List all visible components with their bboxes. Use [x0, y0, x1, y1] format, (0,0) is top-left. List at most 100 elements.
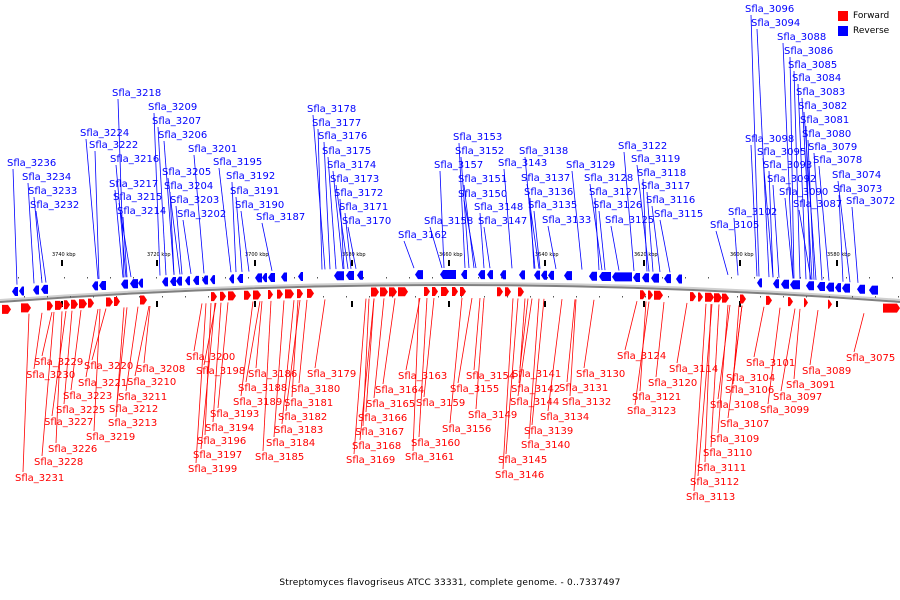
forward-leader-line — [693, 303, 707, 492]
forward-gene-arrow — [740, 294, 746, 304]
reverse-gene-arrow — [237, 274, 243, 284]
tick-label: 3700 kbp — [245, 252, 269, 258]
reverse-gene-arrow — [298, 272, 303, 282]
reverse-gene-arrow — [817, 281, 825, 291]
reverse-gene-arrow — [651, 273, 659, 283]
forward-leader-line — [547, 299, 563, 412]
gene-label-reverse: Sfla_3137 — [521, 173, 570, 184]
ruler-dot — [386, 277, 387, 279]
genome-caption: Streptomyces flavogriseus ATCC 33331, co… — [279, 578, 621, 588]
forward-leader-line — [853, 313, 865, 353]
ruler-dot — [294, 277, 295, 279]
reverse-leader-line — [460, 156, 470, 269]
ruler-dot — [93, 296, 94, 298]
ruler-dot — [461, 296, 462, 298]
forward-gene-arrow — [883, 303, 900, 313]
gene-label-reverse: Sfla_3133 — [542, 215, 591, 226]
reverse-gene-arrow — [461, 270, 467, 280]
gene-label-forward: Sfla_3123 — [627, 406, 676, 417]
reverse-gene-arrow — [262, 273, 267, 283]
gene-label-reverse: Sfla_3191 — [230, 186, 279, 197]
gene-label-forward: Sfla_3229 — [34, 357, 83, 368]
gene-label-reverse: Sfla_3215 — [113, 192, 162, 203]
reverse-gene-arrow — [612, 272, 632, 282]
reverse-gene-arrow — [346, 270, 354, 280]
gene-label-forward: Sfla_3184 — [266, 438, 315, 449]
reverse-leader-line — [750, 14, 760, 277]
gene-label-reverse: Sfla_3206 — [158, 130, 207, 141]
forward-leader-line — [125, 306, 139, 392]
gene-label-reverse: Sfla_3173 — [330, 174, 379, 185]
gene-label-reverse: Sfla_3171 — [339, 202, 388, 213]
gene-label-reverse: Sfla_3190 — [235, 200, 284, 211]
reverse-leader-line — [347, 226, 357, 269]
forward-gene-arrow — [432, 287, 438, 297]
forward-gene-arrow — [79, 299, 87, 309]
ruler-dot — [806, 296, 807, 298]
ruler-dot — [70, 296, 71, 298]
forward-leader-line — [273, 300, 285, 438]
ruler-dot — [110, 277, 111, 279]
reverse-gene-arrow — [842, 283, 850, 293]
ruler-dot — [392, 296, 393, 298]
gene-label-reverse: Sfla_3118 — [637, 168, 686, 179]
tick-mark — [254, 260, 256, 266]
gene-label-reverse: Sfla_3162 — [398, 230, 447, 241]
reverse-leader-line — [733, 217, 739, 276]
gene-label-reverse: Sfla_3080 — [802, 129, 851, 140]
forward-gene-arrow — [424, 287, 430, 297]
gene-label-forward: Sfla_3182 — [278, 412, 327, 423]
reverse-leader-line — [642, 178, 648, 272]
gene-label-forward: Sfla_3097 — [773, 392, 822, 403]
ruler-dot — [662, 277, 663, 279]
reverse-gene-arrow — [500, 270, 506, 280]
gene-label-reverse: Sfla_3195 — [213, 157, 262, 168]
gene-label-reverse: Sfla_3092 — [767, 174, 816, 185]
forward-leader-line — [195, 303, 207, 464]
gene-label-forward: Sfla_3183 — [274, 425, 323, 436]
gene-label-reverse: Sfla_3102 — [728, 207, 777, 218]
forward-leader-line — [204, 303, 212, 436]
forward-gene-arrow — [71, 299, 78, 309]
reverse-leader-line — [772, 184, 780, 278]
reverse-leader-line — [805, 125, 811, 280]
gene-label-reverse: Sfla_3084 — [792, 73, 841, 84]
reverse-leader-line — [339, 198, 345, 270]
gene-label-forward: Sfla_3120 — [648, 378, 697, 389]
ruler-dot — [599, 296, 600, 298]
forward-leader-line — [55, 311, 63, 444]
forward-gene-arrow — [497, 287, 503, 297]
reverse-gene-arrow — [138, 278, 143, 288]
forward-leader-line — [51, 311, 67, 417]
tick-mark — [351, 260, 353, 266]
reverse-leader-line — [715, 230, 729, 275]
forward-leader-line — [255, 301, 263, 369]
gene-label-reverse: Sfla_3192 — [226, 171, 275, 182]
forward-leader-line — [291, 300, 299, 398]
gene-label-forward: Sfla_3109 — [710, 434, 759, 445]
gene-label-reverse: Sfla_3138 — [519, 146, 568, 157]
gene-label-forward: Sfla_3121 — [632, 392, 681, 403]
gene-label-forward: Sfla_3149 — [468, 410, 517, 421]
reverse-leader-line — [547, 225, 557, 270]
gene-label-forward: Sfla_3168 — [352, 441, 401, 452]
gene-label-forward: Sfla_3166 — [358, 413, 407, 424]
forward-leader-line — [655, 302, 665, 378]
ruler-dot — [415, 296, 416, 298]
reverse-gene-arrow — [599, 271, 611, 281]
forward-leader-line — [373, 298, 385, 399]
ruler-dot — [777, 277, 778, 279]
gene-label-forward: Sfla_3099 — [760, 405, 809, 416]
ruler-dot — [731, 277, 732, 279]
reverse-gene-arrow — [773, 279, 779, 289]
reverse-leader-line — [807, 139, 815, 280]
gene-label-reverse: Sfla_3117 — [641, 181, 690, 192]
gene-label-forward: Sfla_3132 — [562, 397, 611, 408]
reverse-gene-arrow — [440, 270, 456, 280]
reverse-gene-arrow — [564, 271, 572, 281]
reverse-leader-line — [762, 157, 774, 278]
reverse-gene-arrow — [835, 283, 841, 293]
reverse-gene-arrow — [202, 275, 208, 285]
reverse-leader-line — [35, 210, 47, 283]
forward-gene-arrow — [766, 295, 772, 305]
